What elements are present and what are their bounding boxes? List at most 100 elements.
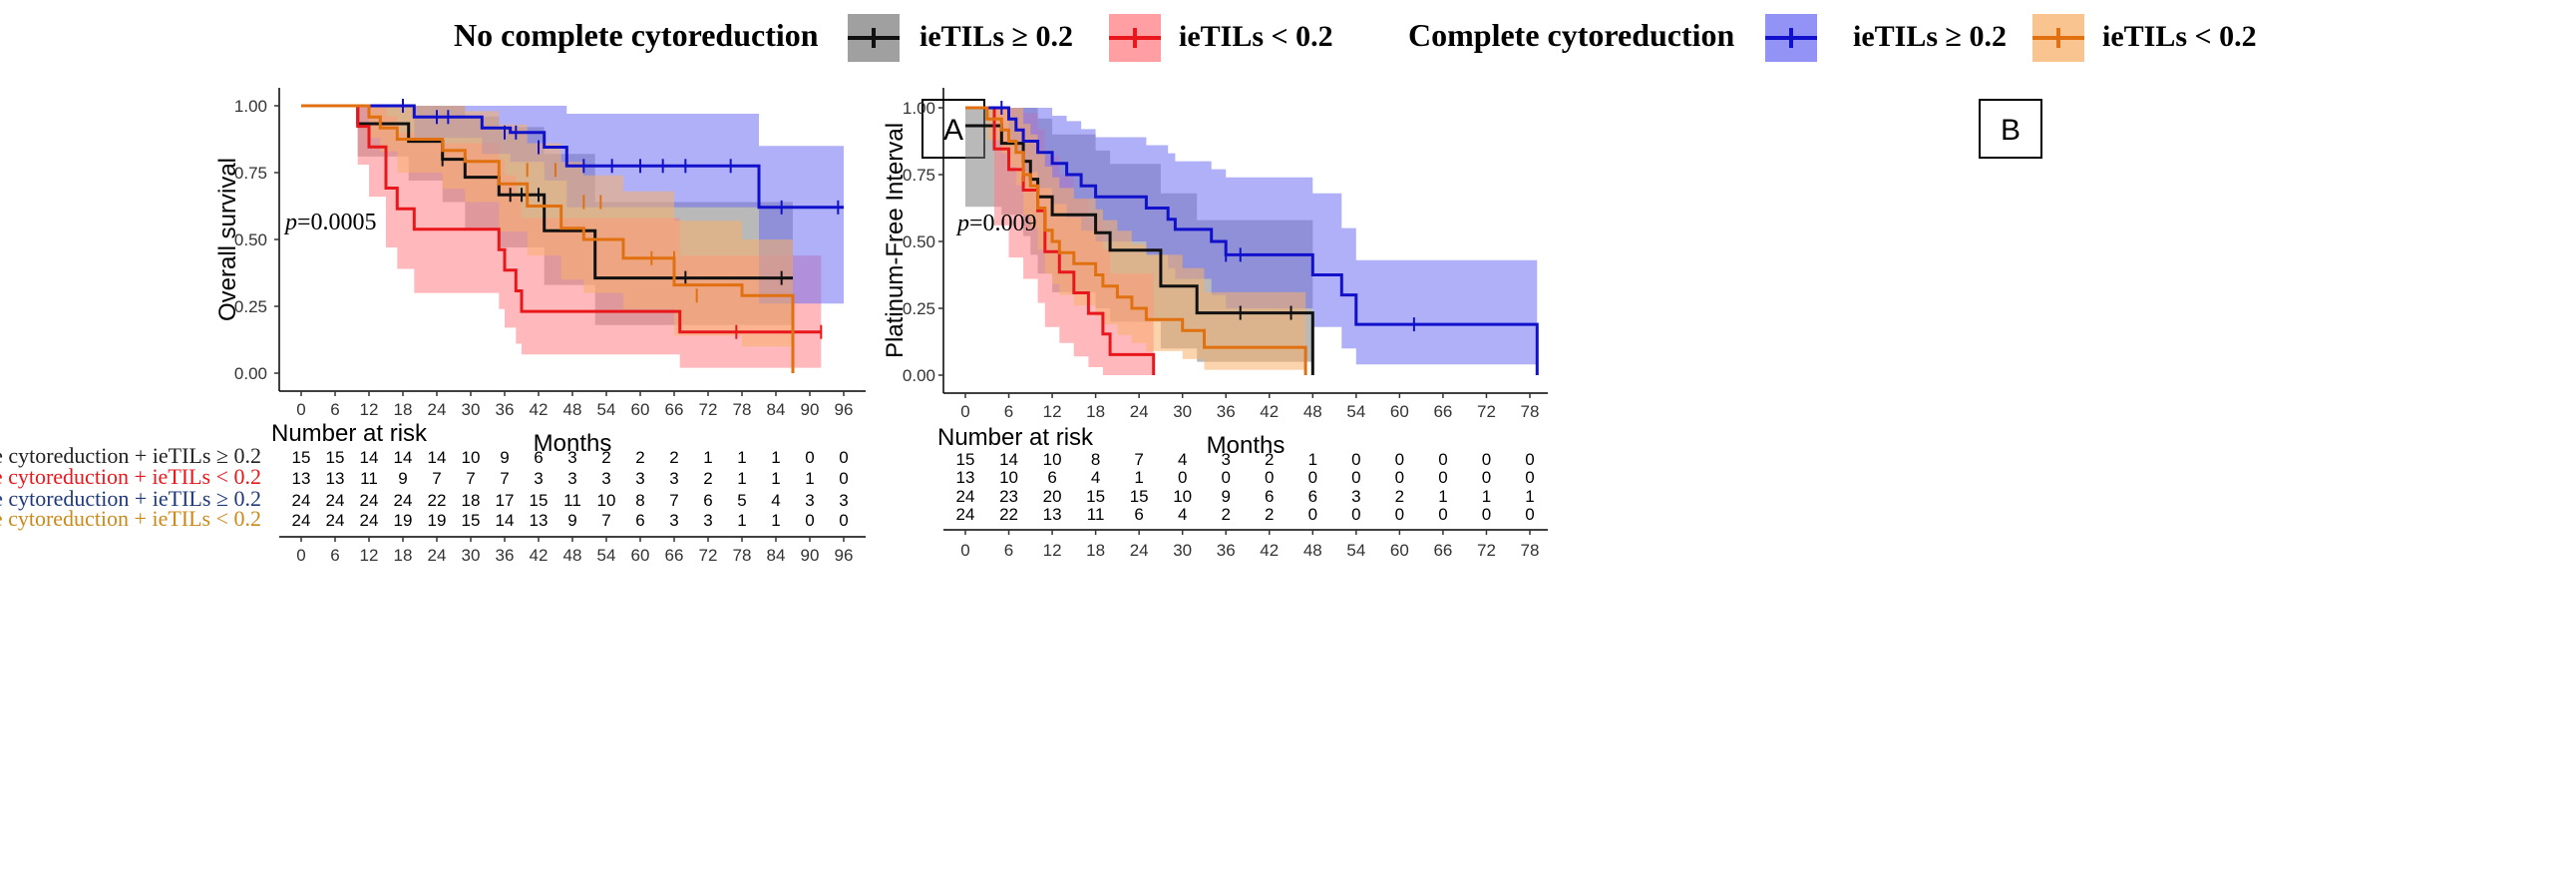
risk-count: 19 bbox=[394, 511, 413, 530]
risk-count: 15 bbox=[1086, 487, 1105, 506]
risk-count: 15 bbox=[1130, 487, 1149, 506]
x-tick-label: 90 bbox=[801, 400, 820, 419]
risk-time-label: 54 bbox=[597, 546, 616, 565]
survival-line-series-3 bbox=[965, 106, 1539, 375]
risk-time-label: 30 bbox=[1173, 541, 1192, 560]
risk-count: 14 bbox=[394, 448, 413, 467]
risk-count: 10 bbox=[462, 448, 481, 467]
risk-count: 7 bbox=[432, 469, 441, 488]
risk-count: 24 bbox=[360, 511, 379, 530]
legend-key-1 bbox=[848, 14, 900, 62]
risk-count: 3 bbox=[669, 511, 678, 530]
risk-time-label: 84 bbox=[767, 546, 786, 565]
risk-count: 1 bbox=[737, 448, 746, 467]
x-tick-label: 54 bbox=[1346, 402, 1365, 421]
x-tick-label: 78 bbox=[733, 400, 752, 419]
risk-time-label: 90 bbox=[801, 546, 820, 565]
risk-count: 3 bbox=[601, 469, 610, 488]
risk-count: 0 bbox=[1525, 505, 1534, 524]
risk-count: 10 bbox=[1173, 487, 1192, 506]
x-tick-label: 66 bbox=[665, 400, 684, 419]
risk-count: 6 bbox=[1265, 487, 1274, 506]
risk-table-title: Number at risk bbox=[271, 420, 428, 447]
risk-count: 3 bbox=[839, 491, 848, 510]
risk-time-label: 54 bbox=[1346, 541, 1365, 560]
risk-count: 2 bbox=[1265, 505, 1274, 524]
risk-count: 22 bbox=[428, 491, 447, 510]
risk-count: 0 bbox=[1438, 505, 1447, 524]
risk-count: 15 bbox=[292, 448, 311, 467]
x-tick-label: 0 bbox=[960, 402, 969, 421]
legend: No complete cytoreduction ieTILs ≥ 0.2 i… bbox=[454, 14, 2257, 62]
risk-time-label: 66 bbox=[665, 546, 684, 565]
x-tick-label: 54 bbox=[597, 400, 616, 419]
risk-count: 24 bbox=[956, 487, 975, 506]
risk-time-label: 6 bbox=[330, 546, 339, 565]
risk-count: 0 bbox=[805, 448, 814, 467]
x-tick-label: 18 bbox=[1086, 402, 1105, 421]
risk-count: 1 bbox=[737, 469, 746, 488]
risk-time-label: 78 bbox=[733, 546, 752, 565]
risk-count: 17 bbox=[496, 491, 515, 510]
risk-count: 7 bbox=[1134, 450, 1143, 469]
risk-count: 2 bbox=[601, 448, 610, 467]
y-tick-label: 1.00 bbox=[234, 97, 267, 116]
risk-count: 14 bbox=[999, 450, 1018, 469]
x-tick-label: 12 bbox=[1043, 402, 1062, 421]
risk-count: 10 bbox=[597, 491, 616, 510]
x-tick-label: 0 bbox=[296, 400, 305, 419]
risk-time-label: 24 bbox=[428, 546, 447, 565]
risk-count: 2 bbox=[703, 469, 712, 488]
x-tick-label: 36 bbox=[1217, 402, 1236, 421]
risk-count: 8 bbox=[1091, 450, 1100, 469]
survival-line-series-3 bbox=[301, 104, 844, 210]
risk-count: 24 bbox=[360, 491, 379, 510]
risk-count: 14 bbox=[428, 448, 447, 467]
risk-row-label: Complete cytoreduction + ieTILs < 0.2 bbox=[0, 506, 261, 531]
risk-count: 6 bbox=[534, 448, 543, 467]
p-value-annotation: p=0.009 bbox=[955, 211, 1037, 236]
x-tick-label: 42 bbox=[530, 400, 549, 419]
x-tick-label: 18 bbox=[394, 400, 413, 419]
risk-count: 2 bbox=[1221, 505, 1230, 524]
risk-count: 0 bbox=[1351, 450, 1360, 469]
panel-letter-a: A bbox=[943, 114, 963, 147]
risk-count: 11 bbox=[360, 469, 378, 488]
risk-count: 6 bbox=[1134, 505, 1143, 524]
risk-time-label: 60 bbox=[1390, 541, 1409, 560]
x-tick-label: 78 bbox=[1521, 402, 1540, 421]
risk-count: 6 bbox=[1047, 468, 1056, 487]
x-tick-label: 66 bbox=[1433, 402, 1452, 421]
risk-time-label: 0 bbox=[296, 546, 305, 565]
risk-row-label: Complete cytoreduction + ieTILs ≥ 0.2 bbox=[0, 486, 261, 511]
risk-time-label: 0 bbox=[960, 541, 969, 560]
risk-count: 1 bbox=[771, 469, 780, 488]
risk-count: 13 bbox=[1043, 505, 1062, 524]
risk-count: 0 bbox=[839, 511, 848, 530]
risk-count: 24 bbox=[326, 511, 345, 530]
risk-time-label: 36 bbox=[496, 546, 515, 565]
risk-count: 3 bbox=[635, 469, 644, 488]
risk-count: 10 bbox=[999, 468, 1018, 487]
risk-time-label: 42 bbox=[1260, 541, 1279, 560]
x-tick-label: 24 bbox=[1130, 402, 1149, 421]
survival-line-series-2 bbox=[301, 104, 822, 334]
ci-band-series-3 bbox=[965, 108, 1538, 375]
panel-letter-b: B bbox=[2001, 114, 2021, 147]
risk-count: 0 bbox=[1482, 468, 1491, 487]
risk-count: 7 bbox=[601, 511, 610, 530]
risk-count: 7 bbox=[466, 469, 475, 488]
y-tick-label: 0.25 bbox=[903, 299, 935, 318]
y-tick-label: 0.75 bbox=[234, 164, 267, 183]
risk-count: 0 bbox=[805, 511, 814, 530]
x-axis-title: Months bbox=[1207, 432, 1286, 459]
y-tick-label: 0.50 bbox=[234, 230, 267, 249]
risk-count: 0 bbox=[1221, 468, 1230, 487]
risk-count: 19 bbox=[428, 511, 447, 530]
risk-count: 6 bbox=[635, 511, 644, 530]
risk-count: 9 bbox=[567, 511, 576, 530]
x-tick-label: 72 bbox=[1477, 402, 1496, 421]
risk-count: 0 bbox=[1308, 468, 1317, 487]
risk-count: 15 bbox=[462, 511, 481, 530]
